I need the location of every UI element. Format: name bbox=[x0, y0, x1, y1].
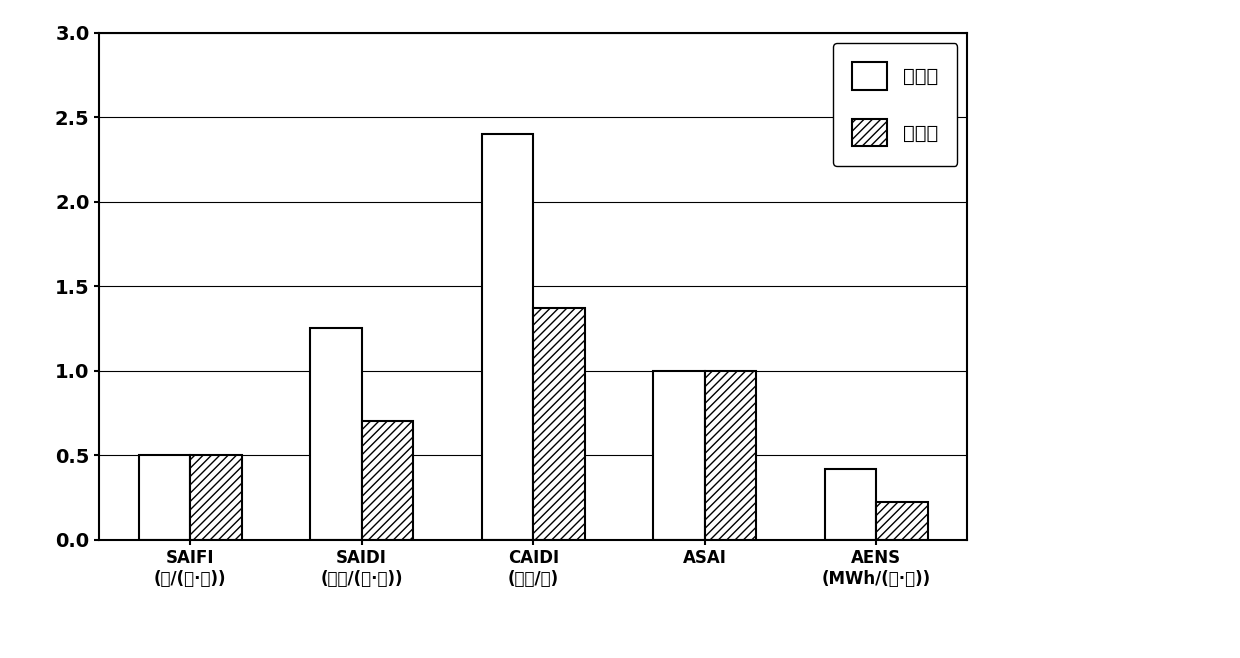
Legend: 改造前, 改造后: 改造前, 改造后 bbox=[833, 43, 957, 166]
Bar bbox=[139, 455, 190, 540]
Bar bbox=[704, 370, 756, 540]
Bar bbox=[533, 308, 585, 540]
Bar bbox=[653, 370, 704, 540]
Bar bbox=[310, 328, 362, 540]
Bar bbox=[877, 503, 928, 540]
Bar bbox=[825, 468, 877, 540]
Bar bbox=[362, 421, 413, 540]
Bar bbox=[190, 455, 242, 540]
Bar bbox=[481, 134, 533, 540]
